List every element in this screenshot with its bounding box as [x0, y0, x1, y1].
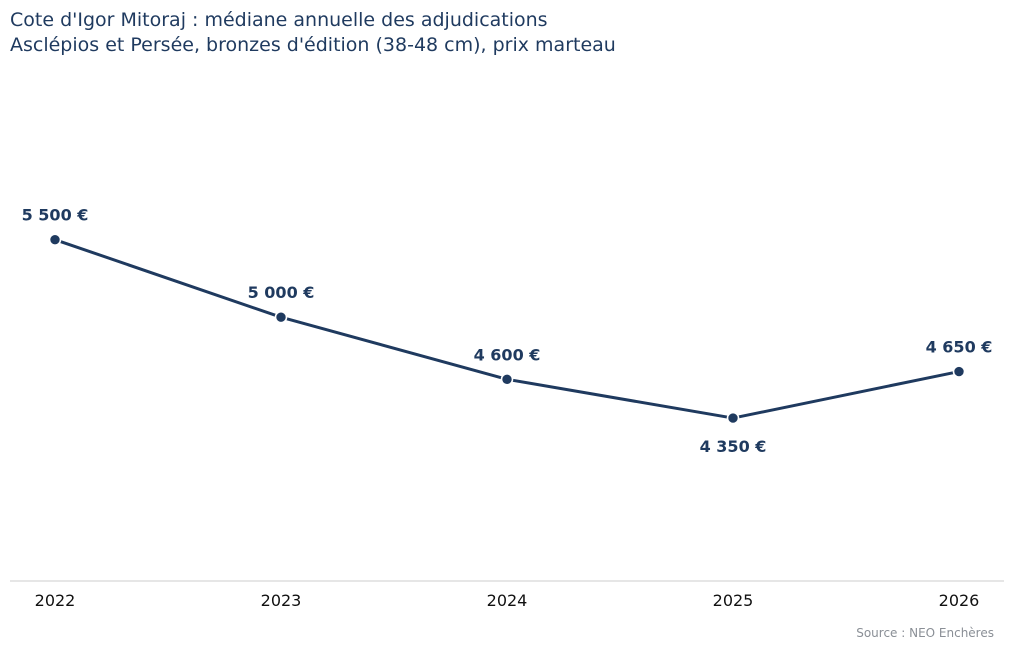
- chart-subtitle: Asclépios et Persée, bronzes d'édition (…: [10, 34, 616, 56]
- x-tick-label: 2026: [939, 591, 980, 610]
- data-point: [274, 310, 288, 324]
- data-label: 5 500 €: [22, 206, 89, 225]
- x-tick-label: 2025: [713, 591, 754, 610]
- data-label: 4 650 €: [926, 338, 993, 357]
- series-line: [53, 238, 961, 420]
- source-note: Source : NEO Enchères: [856, 626, 994, 640]
- data-point: [952, 365, 966, 378]
- x-tick-label: 2023: [261, 591, 302, 610]
- chart-title-block: Cote d'Igor Mitoraj : médiane annuelle d…: [10, 8, 616, 58]
- x-tick-label: 2024: [487, 591, 528, 610]
- data-point: [500, 372, 514, 386]
- data-label: 5 000 €: [248, 283, 315, 302]
- data-label: 4 350 €: [700, 437, 767, 456]
- data-label: 4 600 €: [474, 345, 541, 364]
- data-point: [726, 411, 740, 425]
- x-tick-label: 2022: [35, 591, 76, 610]
- data-point: [48, 233, 62, 246]
- chart-title: Cote d'Igor Mitoraj : médiane annuelle d…: [10, 9, 548, 31]
